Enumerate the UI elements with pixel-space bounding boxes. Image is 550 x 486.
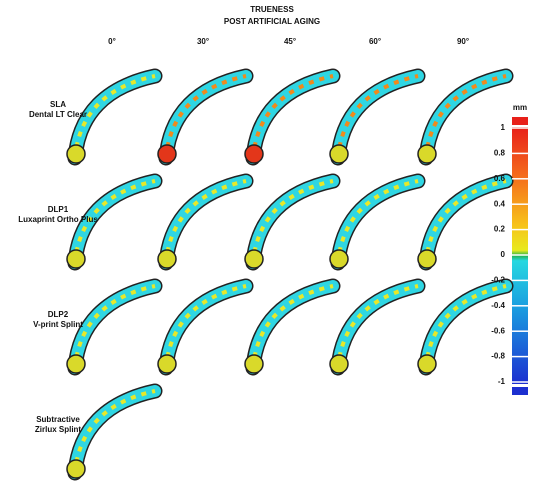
arch-molar: [66, 144, 86, 164]
colorbar-tick-label: 0.6: [494, 174, 506, 183]
arch-detail: [424, 74, 507, 159]
arch-body: [420, 70, 512, 164]
arch-image: [417, 68, 514, 166]
arch-molar: [244, 144, 264, 164]
colorbar-tick-label: 0: [501, 250, 506, 259]
colorbar-tick-label: -0.8: [491, 352, 505, 361]
arch-detail: [251, 284, 334, 369]
arch-image: [157, 68, 254, 166]
row-label: Luxaprint Ortho Plus: [18, 215, 98, 224]
arch-molar: [66, 249, 86, 269]
subtitle: POST ARTIFICIAL AGING: [224, 17, 320, 26]
arch-image: [244, 173, 341, 271]
arch-detail: [73, 179, 156, 264]
arch-molar: [157, 249, 177, 269]
colorbar-tick-label: 1: [501, 123, 506, 132]
arch-detail: [336, 284, 419, 369]
arch-image: [157, 173, 254, 271]
arch-image: [417, 278, 514, 376]
arch-detail: [164, 284, 247, 369]
row-label: V-print Splint: [33, 320, 83, 329]
arch-molar: [417, 354, 437, 374]
arch-molar: [244, 249, 264, 269]
arch-body: [247, 175, 339, 269]
arch-detail: [164, 179, 247, 264]
arch-body: [160, 70, 252, 164]
arch-detail: [251, 179, 334, 264]
arch-molar: [157, 354, 177, 374]
arch-body: [160, 280, 252, 374]
title: TRUENESS: [250, 5, 294, 14]
arch-image: [66, 383, 163, 481]
arch-detail: [73, 284, 156, 369]
row-label: DLP1: [48, 205, 69, 214]
arch-detail: [336, 74, 419, 159]
arch-body: [332, 70, 424, 164]
arch-image: [417, 173, 514, 271]
arch-body: [69, 385, 161, 479]
arch-image: [244, 68, 341, 166]
arch-detail: [251, 74, 334, 159]
colorbar-tick-label: 0.8: [494, 149, 506, 158]
colorbar-tick-label: -1: [498, 377, 506, 386]
row-label: Zirlux Splint: [35, 425, 82, 434]
colorbar-tick-label: -0.6: [491, 326, 505, 335]
arch-detail: [164, 74, 247, 159]
colorbar-unit: mm: [513, 103, 527, 112]
colorbar-tick-label: 0.2: [494, 225, 506, 234]
row-label: Subtractive: [36, 415, 80, 424]
arch-image: [329, 68, 426, 166]
arch-image: [66, 68, 163, 166]
arch-molar: [417, 144, 437, 164]
colorbar-tick-label: -0.4: [491, 301, 505, 310]
column-header: 0°: [108, 37, 116, 46]
arch-body: [332, 280, 424, 374]
arch-molar: [329, 249, 349, 269]
arch-body: [247, 280, 339, 374]
arch-image: [329, 278, 426, 376]
arch-body: [247, 70, 339, 164]
arch-detail: [73, 74, 156, 159]
arch-molar: [244, 354, 264, 374]
column-header: 45°: [284, 37, 296, 46]
arch-molar: [329, 144, 349, 164]
arch-detail: [424, 284, 507, 369]
arch-image: [66, 278, 163, 376]
arch-body: [69, 280, 161, 374]
arch-molar: [66, 459, 86, 479]
arch-detail: [424, 179, 507, 264]
arch-image: [329, 173, 426, 271]
arch-image: [157, 278, 254, 376]
arch-molar: [66, 354, 86, 374]
colorbar-tick-label: 0.4: [494, 199, 506, 208]
colorbar-tick-label: -0.2: [491, 276, 505, 285]
column-header: 30°: [197, 37, 209, 46]
colorbar-cap-high: [512, 117, 528, 125]
arch-molar: [157, 144, 177, 164]
arch-molar: [329, 354, 349, 374]
arch-image: [244, 278, 341, 376]
arch-body: [420, 175, 512, 269]
column-header: 90°: [457, 37, 469, 46]
column-header: 60°: [369, 37, 381, 46]
arch-detail: [336, 179, 419, 264]
arch-molar: [417, 249, 437, 269]
row-label: Dental LT Clear: [29, 110, 87, 119]
row-label: DLP2: [48, 310, 69, 319]
arch-image: [66, 173, 163, 271]
colorbar-cap-low: [512, 387, 528, 395]
arch-body: [160, 175, 252, 269]
row-label: SLA: [50, 100, 66, 109]
arch-body: [332, 175, 424, 269]
arch-detail: [73, 389, 156, 474]
